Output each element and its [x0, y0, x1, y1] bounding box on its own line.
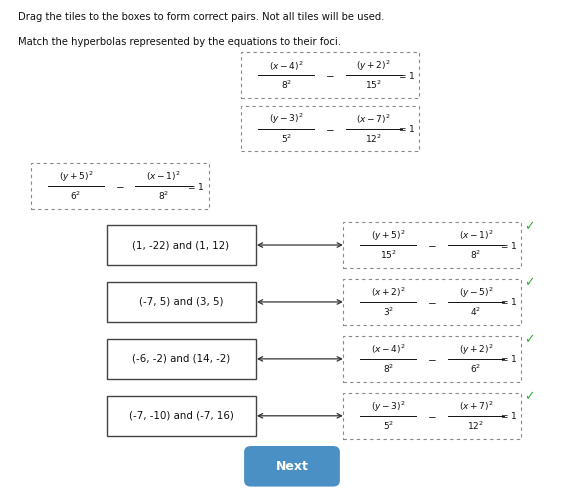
- Text: $12^2$: $12^2$: [467, 419, 485, 432]
- Text: Drag the tiles to the boxes to form correct pairs. Not all tiles will be used.: Drag the tiles to the boxes to form corr…: [18, 12, 384, 22]
- Text: $-$: $-$: [427, 411, 437, 421]
- Text: $5^2$: $5^2$: [280, 132, 292, 145]
- Text: $-$: $-$: [325, 70, 335, 80]
- Text: $(x-1)^2$: $(x-1)^2$: [458, 229, 493, 243]
- FancyBboxPatch shape: [106, 225, 256, 265]
- Text: $(x+7)^2$: $(x+7)^2$: [458, 399, 493, 413]
- Text: $6^2$: $6^2$: [470, 362, 482, 375]
- Text: $(y+5)^2$: $(y+5)^2$: [58, 169, 93, 184]
- FancyBboxPatch shape: [106, 339, 256, 379]
- Text: $-$: $-$: [427, 354, 437, 364]
- Text: (1, -22) and (1, 12): (1, -22) and (1, 12): [133, 240, 230, 250]
- FancyBboxPatch shape: [106, 282, 256, 322]
- Text: $(x-1)^2$: $(x-1)^2$: [146, 170, 181, 184]
- Text: (-7, 5) and (3, 5): (-7, 5) and (3, 5): [139, 297, 223, 307]
- Text: $6^2$: $6^2$: [70, 190, 82, 202]
- Text: $15^2$: $15^2$: [380, 248, 397, 261]
- Text: Match the hyperbolas represented by the equations to their foci.: Match the hyperbolas represented by the …: [18, 37, 340, 47]
- Text: $(y-5)^2$: $(y-5)^2$: [458, 285, 493, 300]
- Text: $= 1$: $= 1$: [186, 181, 204, 192]
- Text: $-$: $-$: [325, 124, 335, 134]
- Text: $8^2$: $8^2$: [470, 248, 482, 261]
- Text: (-6, -2) and (14, -2): (-6, -2) and (14, -2): [132, 354, 230, 364]
- Text: $(y+2)^2$: $(y+2)^2$: [356, 58, 391, 73]
- Text: $(y+5)^2$: $(y+5)^2$: [371, 228, 406, 243]
- FancyBboxPatch shape: [343, 393, 521, 439]
- FancyBboxPatch shape: [106, 396, 256, 436]
- Text: $(y-3)^2$: $(y-3)^2$: [371, 399, 406, 414]
- Text: $8^2$: $8^2$: [280, 79, 292, 92]
- Text: $(x-7)^2$: $(x-7)^2$: [356, 112, 391, 126]
- Text: $= 1$: $= 1$: [397, 70, 415, 81]
- Text: $8^2$: $8^2$: [383, 362, 394, 375]
- Text: $= 1$: $= 1$: [499, 240, 517, 250]
- Text: $(y-3)^2$: $(y-3)^2$: [269, 112, 304, 127]
- FancyBboxPatch shape: [343, 222, 521, 268]
- Text: $4^2$: $4^2$: [470, 305, 482, 318]
- FancyBboxPatch shape: [244, 446, 340, 487]
- FancyBboxPatch shape: [30, 163, 209, 209]
- Text: $-$: $-$: [427, 240, 437, 250]
- Text: $(x-4)^2$: $(x-4)^2$: [371, 343, 406, 356]
- Text: $(x-4)^2$: $(x-4)^2$: [269, 59, 304, 73]
- FancyBboxPatch shape: [343, 336, 521, 382]
- Text: $-$: $-$: [115, 181, 124, 191]
- Text: $= 1$: $= 1$: [499, 353, 517, 364]
- FancyBboxPatch shape: [241, 106, 419, 151]
- Text: ✓: ✓: [524, 334, 535, 346]
- FancyBboxPatch shape: [241, 52, 419, 98]
- Text: $= 1$: $= 1$: [499, 297, 517, 307]
- Text: $= 1$: $= 1$: [499, 410, 517, 421]
- Text: $5^2$: $5^2$: [383, 419, 394, 432]
- Text: $3^2$: $3^2$: [383, 305, 394, 318]
- Text: ✓: ✓: [524, 391, 535, 403]
- Text: Next: Next: [276, 460, 308, 473]
- Text: $8^2$: $8^2$: [158, 190, 169, 202]
- Text: $= 1$: $= 1$: [397, 123, 415, 134]
- Text: ✓: ✓: [524, 220, 535, 233]
- Text: $15^2$: $15^2$: [365, 79, 383, 92]
- FancyBboxPatch shape: [343, 279, 521, 325]
- Text: $-$: $-$: [427, 297, 437, 307]
- Text: ✓: ✓: [524, 277, 535, 290]
- Text: (-7, -10) and (-7, 16): (-7, -10) and (-7, 16): [128, 411, 234, 421]
- Text: $(x+2)^2$: $(x+2)^2$: [371, 286, 406, 299]
- Text: $12^2$: $12^2$: [365, 132, 383, 145]
- Text: $(y+2)^2$: $(y+2)^2$: [458, 342, 493, 357]
